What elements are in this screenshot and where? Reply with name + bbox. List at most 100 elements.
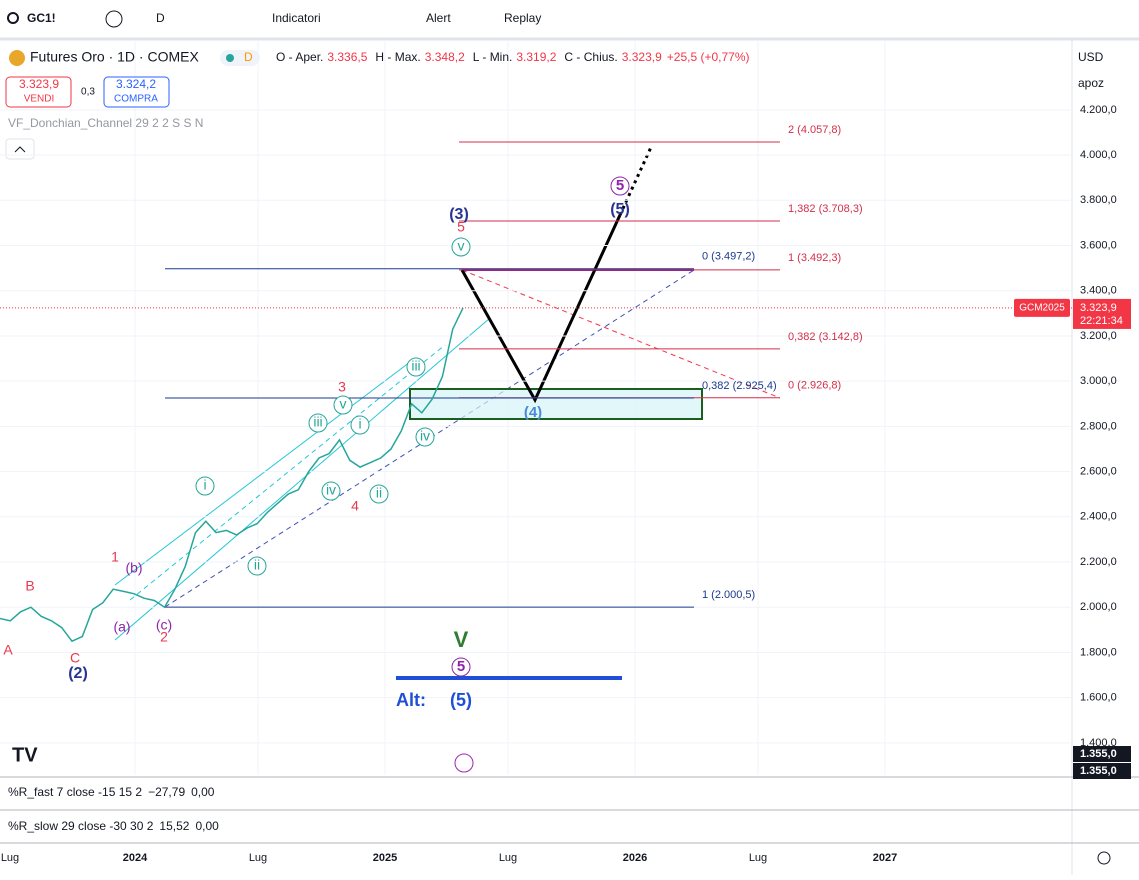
add-icon[interactable] [105,10,123,28]
wave-label: 2 [160,629,168,645]
channel-mid [129,344,446,601]
panel-title: %R_slow 29 close -30 30 2 [8,819,154,833]
ohlc-value: 3.319,2 [516,50,556,64]
fib-label: 0 (2.926,8) [788,380,841,392]
wave-label: (a) [113,619,130,635]
wave-label: (5) [610,201,630,218]
wave-circle [451,657,471,677]
x-tick-label: 2026 [623,852,647,864]
y-tick-label: 2.800,0 [1080,420,1117,432]
wave-label: v [458,238,465,254]
indicators[interactable]: Indicatori [272,11,321,25]
fib-label-2: 1 (2.000,5) [702,589,755,601]
wave-circle [406,357,426,377]
gold-icon [9,50,25,66]
collapse-button[interactable] [5,138,35,160]
ohlc-value: 3.323,9 [622,50,662,64]
y-tick-label: 3.800,0 [1080,194,1117,206]
x-tick-label: Lug [749,852,767,864]
spread: 0,3 [81,87,95,98]
fib-label-2: 0,382 (2.925,4) [702,380,777,392]
ohlc-label: O - Aper. [276,50,323,64]
panel-value: 0,00 [195,819,219,833]
projection-dotted [618,144,654,216]
symbol-tag-text: GCM2025 [1019,303,1065,314]
wave-label: (2) [68,665,88,682]
event-icon[interactable] [454,753,474,773]
wave-label: A [3,642,13,658]
wave-label: ii [376,485,382,501]
wave-label: 1 [111,549,119,565]
drawings [114,144,781,680]
panel-title: %R_fast 7 close -15 15 2 [8,785,142,799]
wave-circle [350,415,370,435]
trend-dashed-red [461,269,781,399]
wave-label: i [203,477,206,493]
wave-label: 5 [457,219,465,235]
currency[interactable]: USD [1078,50,1104,64]
ohlc-label: H - Max. [375,50,420,64]
y-tick-label: 3.000,0 [1080,375,1117,387]
y-tick-label: 2.200,0 [1080,556,1117,568]
wave-label: iii [313,414,322,430]
buy-button[interactable] [103,76,170,108]
logo: TV [12,744,38,766]
status-dot [226,54,234,62]
scale-mode[interactable]: apoz [1078,76,1104,90]
wave-circle [451,237,471,257]
badge: D [244,50,253,64]
x-tick-label: Lug [499,852,517,864]
wave-circle [369,484,389,504]
axis-tag-text: 1.355,0 [1080,748,1117,760]
wave-label: 3 [338,379,346,395]
panel-value: 15,52 [159,819,189,833]
fib-label: 0,382 (3.142,8) [788,331,863,343]
y-tick-label: 3.200,0 [1080,330,1117,342]
change: +25,5 (+0,77%) [667,50,750,64]
wave-circle [321,481,341,501]
wave-label: (c) [156,617,172,633]
price-line [0,307,464,643]
symbol[interactable]: GC1! [27,11,56,25]
x-tick-label: 2024 [123,852,148,864]
settings-icon[interactable] [1097,851,1111,865]
wave-label: i [358,416,361,432]
panel-value: −27,79 [148,785,185,799]
wave-label: (b) [125,560,142,576]
channel-lower [114,317,491,641]
wave-label: iv [326,482,336,498]
search-icon[interactable] [7,12,19,24]
x-tick-label: Lug [249,852,267,864]
x-tick-label: Lug [1,852,19,864]
symbol-tag [1014,298,1070,317]
countdown: 22:21:34 [1080,315,1123,327]
fib-label-2: 0 (3.497,2) [702,251,755,263]
wave-circle [333,395,353,415]
y-tick-label: 1.400,0 [1080,737,1117,749]
replay[interactable]: Replay [504,11,541,25]
channel-upper [114,361,411,586]
wave-label: iii [411,358,420,374]
ohlc-value: 3.348,2 [425,50,465,64]
wave-label: V [454,627,469,652]
wave-label: ii [254,557,260,573]
panel-value: 0,00 [191,785,215,799]
chevron [14,146,26,153]
sell-button[interactable] [5,76,72,108]
x-tick-label: 2027 [873,852,897,864]
wave-label: C [70,650,80,666]
wave-label: Alt: [396,690,426,710]
x-tick-label: 2025 [373,852,397,864]
wave-label: (3) [449,206,469,223]
interval[interactable]: D [156,11,165,25]
buy-price: 3.324,2 [116,77,156,91]
sell-label: VENDI [24,94,55,105]
alert[interactable]: Alert [426,11,451,25]
y-tick-label: 4.200,0 [1080,104,1117,116]
fib-label: 1 (3.492,3) [788,252,841,264]
wave-circle [247,556,267,576]
buy-label: COMPRA [114,94,158,105]
ohlc-label: L - Min. [473,50,513,64]
y-tick-label: 2.000,0 [1080,601,1117,613]
